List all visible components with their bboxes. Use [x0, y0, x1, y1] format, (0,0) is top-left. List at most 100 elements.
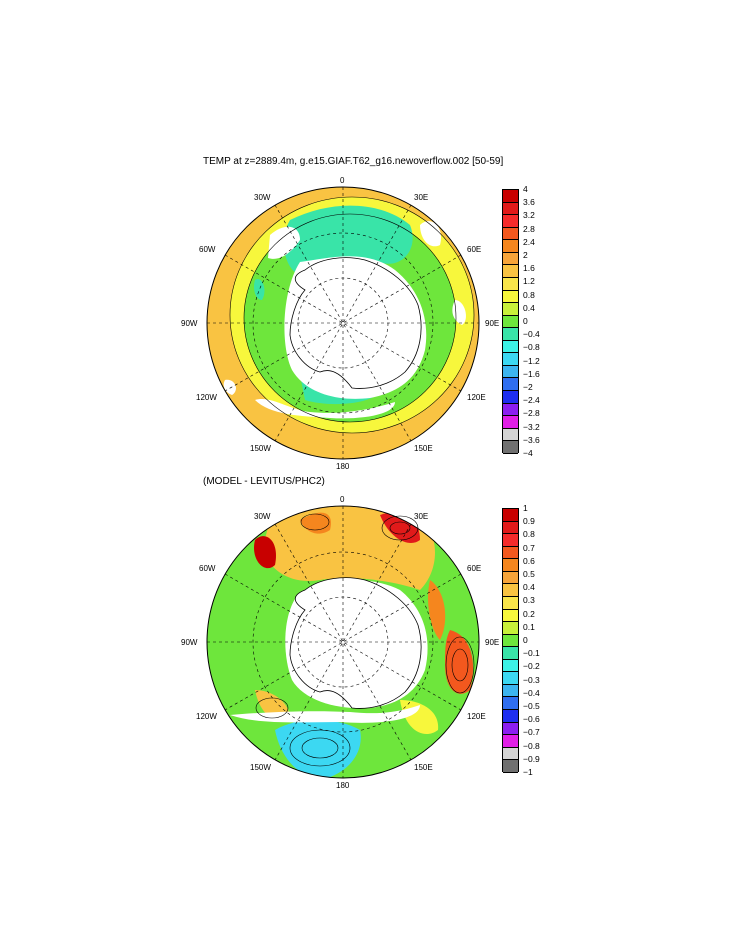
colorbar-tick-label: 1: [523, 503, 528, 513]
bottom-lon-label-150w: 150W: [250, 763, 271, 772]
colorbar-tick-label: 2.8: [523, 223, 535, 234]
colorbar-swatch: [503, 353, 518, 366]
colorbar-swatch: [503, 534, 518, 547]
bottom-lon-label-60w: 60W: [199, 564, 216, 573]
colorbar-tick-label: 3.2: [523, 210, 535, 221]
colorbar-tick-label: −0.9: [523, 753, 540, 764]
colorbar-tick-label: −2.8: [523, 408, 540, 419]
colorbar-swatch: [503, 609, 518, 623]
colorbar-swatch: [503, 596, 518, 610]
top-lon-label-90w: 90W: [181, 319, 198, 328]
colorbar-swatch: [503, 428, 518, 442]
colorbar-tick-label: −1.6: [523, 368, 540, 379]
colorbar-tick-label: 0.5: [523, 569, 535, 579]
top-lon-label-150w: 150W: [250, 444, 271, 453]
colorbar-swatch: [503, 303, 518, 316]
colorbar-swatch: [503, 378, 518, 391]
top-colorbar: [502, 189, 519, 454]
bottom-panel-title: (MODEL - LEVITUS/PHC2): [203, 476, 325, 487]
colorbar-tick-label: −0.8: [523, 740, 540, 751]
bottom-lon-label-0: 0: [340, 495, 345, 504]
colorbar-tick-label: 2.4: [523, 236, 535, 247]
top-lon-label-30w: 30W: [254, 193, 271, 202]
top-lon-label-150e: 150E: [414, 444, 433, 453]
colorbar-swatch: [503, 340, 518, 354]
colorbar-swatch: [503, 521, 518, 535]
top-lon-label-120w: 120W: [196, 393, 217, 402]
colorbar-swatch: [503, 584, 518, 597]
colorbar-tick-label: −0.1: [523, 648, 540, 659]
bottom-lon-label-90w: 90W: [181, 638, 198, 647]
colorbar-swatch: [503, 672, 518, 685]
colorbar-swatch: [503, 559, 518, 572]
colorbar-swatch: [503, 240, 518, 253]
colorbar-tick-label: 0.2: [523, 608, 535, 619]
colorbar-tick-label: 0.8: [523, 289, 535, 300]
colorbar-tick-label: 0.4: [523, 582, 535, 593]
bottom-lon-label-120e: 120E: [467, 712, 486, 721]
colorbar-swatch: [503, 684, 518, 698]
colorbar-tick-label: −0.4: [523, 687, 540, 698]
colorbar-swatch: [503, 509, 518, 522]
colorbar-tick-label: 0.9: [523, 516, 535, 527]
colorbar-tick-label: 1.2: [523, 276, 535, 287]
bottom-lon-label-90e: 90E: [485, 638, 500, 647]
colorbar-tick-label: −3.6: [523, 434, 540, 445]
colorbar-swatch: [503, 634, 518, 648]
colorbar-swatch: [503, 403, 518, 417]
colorbar-swatch: [503, 697, 518, 710]
colorbar-swatch: [503, 391, 518, 404]
colorbar-tick-label: 2: [523, 250, 528, 260]
colorbar-tick-label: −1.2: [523, 355, 540, 366]
colorbar-swatch: [503, 252, 518, 266]
colorbar-tick-label: −0.8: [523, 342, 540, 353]
colorbar-swatch: [503, 227, 518, 241]
colorbar-swatch: [503, 315, 518, 329]
bottom-lon-label-120w: 120W: [196, 712, 217, 721]
bottom-antarctica-outline: [289, 577, 422, 709]
colorbar-tick-label: 0: [523, 635, 528, 645]
colorbar-tick-label: 0: [523, 316, 528, 326]
colorbar-tick-label: −0.2: [523, 661, 540, 672]
colorbar-swatch: [503, 710, 518, 723]
colorbar-swatch: [503, 735, 518, 748]
colorbar-swatch: [503, 202, 518, 216]
top-panel-title: TEMP at z=2889.4m, g.e15.GIAF.T62_g16.ne…: [203, 156, 504, 167]
colorbar-swatch: [503, 365, 518, 379]
colorbar-tick-label: −0.7: [523, 727, 540, 738]
top-lon-label-60e: 60E: [467, 245, 482, 254]
colorbar-tick-label: 1.6: [523, 263, 535, 274]
colorbar-tick-label: −0.6: [523, 714, 540, 725]
colorbar-tick-label: 0.4: [523, 302, 535, 313]
colorbar-tick-label: −0.4: [523, 329, 540, 340]
colorbar-swatch: [503, 659, 518, 673]
colorbar-tick-label: 4: [523, 184, 528, 194]
colorbar-tick-label: 0.7: [523, 542, 535, 553]
bottom-lon-label-60e: 60E: [467, 564, 482, 573]
top-lon-label-180: 180: [336, 462, 350, 471]
top-lon-label-60w: 60W: [199, 245, 216, 254]
bottom-lon-label-30w: 30W: [254, 512, 271, 521]
colorbar-swatch: [503, 546, 518, 560]
colorbar-swatch: [503, 647, 518, 660]
bottom-graticule: [207, 506, 479, 778]
colorbar-tick-label: −3.2: [523, 421, 540, 432]
colorbar-swatch: [503, 747, 518, 761]
colorbar-tick-label: −1: [523, 767, 533, 777]
colorbar-tick-label: 0.8: [523, 529, 535, 540]
colorbar-swatch: [503, 622, 518, 635]
colorbar-swatch: [503, 416, 518, 429]
colorbar-tick-label: 0.3: [523, 595, 535, 606]
top-lon-label-0: 0: [340, 176, 345, 185]
colorbar-swatch: [503, 190, 518, 203]
bottom-lon-label-150e: 150E: [414, 763, 433, 772]
top-lon-label-30e: 30E: [414, 193, 429, 202]
colorbar-tick-label: −2: [523, 382, 533, 392]
bottom-lon-label-180: 180: [336, 781, 350, 790]
colorbar-swatch: [503, 215, 518, 228]
colorbar-swatch: [503, 277, 518, 291]
colorbar-swatch: [503, 722, 518, 736]
colorbar-swatch: [503, 290, 518, 304]
